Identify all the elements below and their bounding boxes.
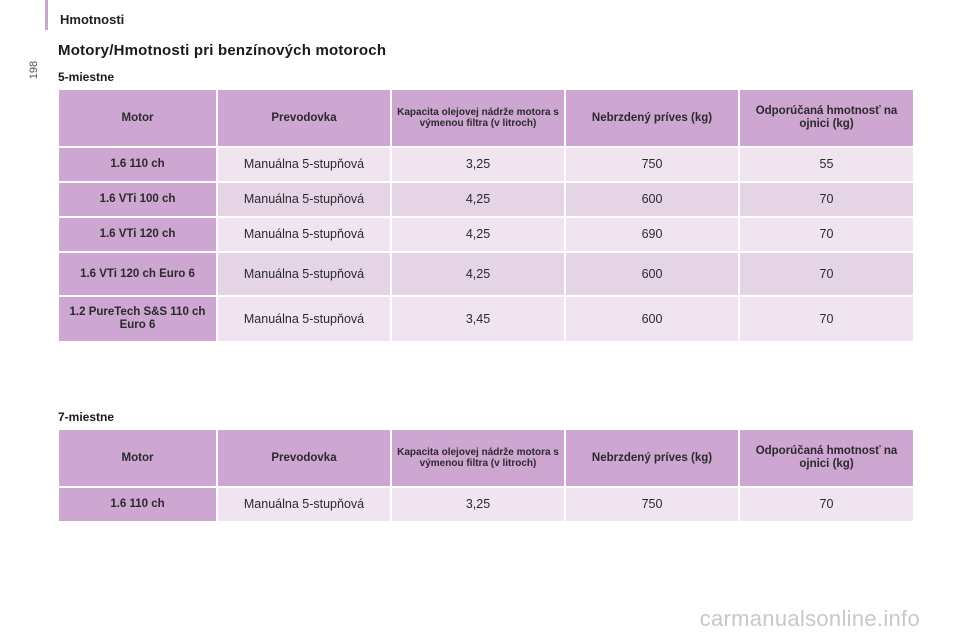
cell-transmission: Manuálna 5-stupňová [218,297,390,341]
cell-unbraked-trailer: 750 [566,488,738,521]
section-header: Hmotnosti [60,12,125,27]
header-oil-capacity: Kapacita olejovej nádrže motora s výmeno… [392,90,564,146]
table-row: 1.6 110 ch Manuálna 5-stupňová 3,25 750 … [59,488,913,521]
cell-nose-weight: 70 [740,297,913,341]
cell-nose-weight: 70 [740,218,913,251]
header-oil-capacity: Kapacita olejovej nádrže motora s výmeno… [392,430,564,486]
cell-motor: 1.6 VTi 120 ch Euro 6 [59,253,216,295]
table-row: 1.2 PureTech S&S 110 ch Euro 6 Manuálna … [59,297,913,341]
table-header-row: Motor Prevodovka Kapacita olejovej nádrž… [59,430,913,486]
weights-table-5-seat: Motor Prevodovka Kapacita olejovej nádrž… [57,88,915,343]
cell-transmission: Manuálna 5-stupňová [218,148,390,181]
weights-table-7-seat: Motor Prevodovka Kapacita olejovej nádrž… [57,428,915,523]
cell-oil-capacity: 4,25 [392,253,564,295]
cell-motor: 1.6 VTi 100 ch [59,183,216,216]
cell-transmission: Manuálna 5-stupňová [218,218,390,251]
header-motor: Motor [59,90,216,146]
cell-nose-weight: 70 [740,488,913,521]
cell-transmission: Manuálna 5-stupňová [218,183,390,216]
table-row: 1.6 110 ch Manuálna 5-stupňová 3,25 750 … [59,148,913,181]
header-nose-weight: Odporúčaná hmotnosť na ojnici (kg) [740,430,913,486]
page-title: Motory/Hmotnosti pri benzínových motoroc… [58,42,387,59]
section-accent-bar [45,0,48,30]
cell-unbraked-trailer: 600 [566,183,738,216]
cell-unbraked-trailer: 690 [566,218,738,251]
cell-oil-capacity: 3,45 [392,297,564,341]
cell-transmission: Manuálna 5-stupňová [218,253,390,295]
header-nose-weight: Odporúčaná hmotnosť na ojnici (kg) [740,90,913,146]
header-transmission: Prevodovka [218,90,390,146]
table-row: 1.6 VTi 120 ch Euro 6 Manuálna 5-stupňov… [59,253,913,295]
cell-oil-capacity: 3,25 [392,488,564,521]
header-unbraked-trailer: Nebrzdený príves (kg) [566,430,738,486]
table-header-row: Motor Prevodovka Kapacita olejovej nádrž… [59,90,913,146]
cell-oil-capacity: 4,25 [392,218,564,251]
table-label-7-seat: 7-miestne [58,410,115,424]
header-motor: Motor [59,430,216,486]
page-number: 198 [28,60,40,80]
cell-motor: 1.6 VTi 120 ch [59,218,216,251]
cell-oil-capacity: 3,25 [392,148,564,181]
table-label-5-seat: 5-miestne [58,70,115,84]
header-unbraked-trailer: Nebrzdený príves (kg) [566,90,738,146]
table-row: 1.6 VTi 120 ch Manuálna 5-stupňová 4,25 … [59,218,913,251]
cell-nose-weight: 55 [740,148,913,181]
header-transmission: Prevodovka [218,430,390,486]
cell-transmission: Manuálna 5-stupňová [218,488,390,521]
cell-nose-weight: 70 [740,253,913,295]
cell-unbraked-trailer: 600 [566,253,738,295]
cell-oil-capacity: 4,25 [392,183,564,216]
cell-unbraked-trailer: 750 [566,148,738,181]
cell-nose-weight: 70 [740,183,913,216]
cell-motor: 1.6 110 ch [59,488,216,521]
cell-motor: 1.2 PureTech S&S 110 ch Euro 6 [59,297,216,341]
cell-motor: 1.6 110 ch [59,148,216,181]
watermark: carmanualsonline.info [699,606,920,631]
cell-unbraked-trailer: 600 [566,297,738,341]
table-row: 1.6 VTi 100 ch Manuálna 5-stupňová 4,25 … [59,183,913,216]
